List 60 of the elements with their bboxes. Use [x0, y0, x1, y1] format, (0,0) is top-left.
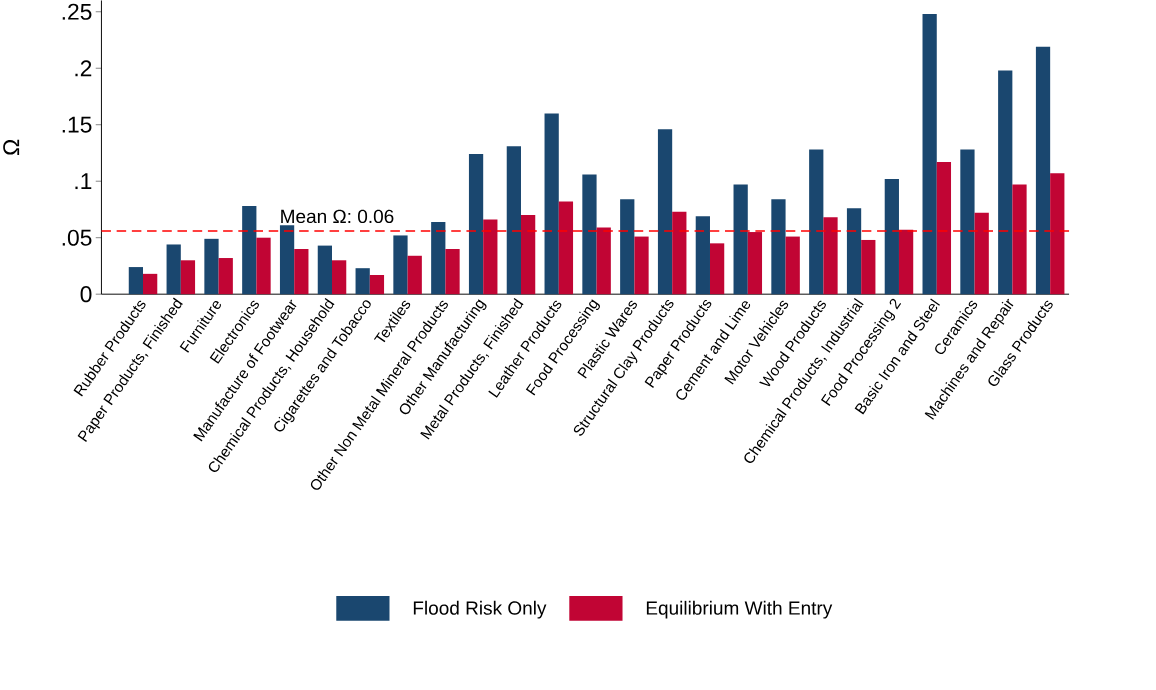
bar — [180, 260, 196, 295]
y-axis-title: Ω — [3, 140, 20, 156]
bar — [369, 275, 385, 295]
bar — [582, 174, 597, 295]
bar — [256, 237, 271, 295]
bar — [355, 268, 370, 295]
y-tick-label: 0 — [80, 286, 92, 303]
bar — [785, 236, 800, 295]
ref-line-label: Mean Ω: 0.06 — [281, 209, 394, 224]
bar — [974, 213, 989, 295]
bar — [468, 154, 484, 295]
bar — [771, 199, 786, 295]
bar — [143, 274, 158, 295]
bar — [695, 216, 710, 295]
bar — [506, 146, 521, 295]
bar — [407, 255, 422, 295]
bar — [558, 201, 574, 295]
bar — [936, 162, 952, 295]
bar — [846, 208, 862, 295]
bar — [809, 149, 824, 295]
bar — [544, 113, 559, 295]
y-tick-label: .15 — [62, 116, 92, 133]
bar — [242, 206, 257, 295]
bar — [1050, 173, 1065, 295]
bar — [747, 232, 763, 295]
bar — [431, 222, 446, 295]
bar — [128, 267, 144, 295]
bar — [596, 227, 611, 295]
bar — [166, 244, 181, 295]
bar — [861, 240, 876, 295]
y-tick-label: .05 — [62, 229, 92, 246]
bar — [657, 129, 673, 295]
bar — [634, 236, 649, 295]
bar — [332, 260, 347, 295]
y-tick-label: .25 — [62, 3, 92, 21]
bar — [998, 70, 1013, 295]
bar — [279, 225, 295, 295]
legend-label: Equilibrium With Entry — [646, 601, 833, 619]
y-tick-label: .1 — [75, 173, 92, 190]
bar — [218, 258, 233, 295]
legend-label: Flood Risk Only — [413, 601, 547, 619]
bar — [317, 245, 333, 295]
bar — [204, 239, 219, 295]
bar — [521, 215, 536, 295]
bar — [960, 149, 975, 295]
bar — [620, 199, 635, 295]
bar — [1012, 184, 1027, 295]
bar — [823, 217, 838, 295]
bar — [898, 230, 914, 295]
bar — [483, 219, 498, 295]
bar — [445, 249, 460, 295]
bar — [733, 184, 748, 295]
bar — [1035, 47, 1051, 295]
bar — [672, 211, 687, 295]
bar — [294, 249, 309, 295]
bar — [922, 14, 937, 295]
bar — [393, 235, 408, 295]
bar — [884, 179, 899, 295]
y-tick-label: .2 — [75, 60, 92, 77]
bar — [709, 243, 725, 295]
